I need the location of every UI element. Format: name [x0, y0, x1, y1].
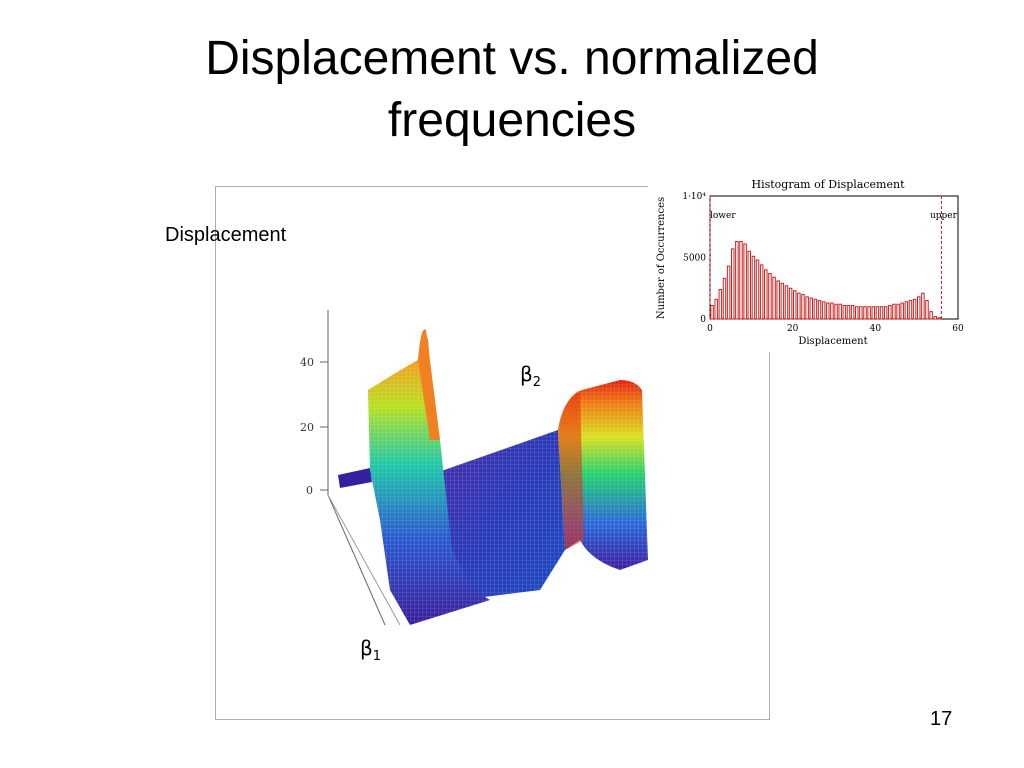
- histogram-bar: [883, 306, 888, 320]
- histogram-bar: [730, 248, 735, 320]
- z-tick-20: 20: [300, 421, 314, 434]
- histogram-title: Histogram of Displacement: [752, 178, 906, 191]
- title-line-2: frequencies: [387, 94, 637, 147]
- histogram-bar: [714, 298, 718, 320]
- histogram-bar: [863, 306, 867, 320]
- histogram-bar: [792, 290, 797, 320]
- title-line-1: Displacement vs. normalized: [205, 32, 819, 85]
- histogram-bar: [726, 265, 731, 320]
- histogram-bar: [755, 259, 760, 320]
- histogram-bar: [925, 300, 929, 320]
- histogram-bar: [751, 255, 756, 320]
- histogram-bar: [850, 304, 855, 320]
- histogram-bar: [739, 241, 743, 320]
- histogram-bar: [838, 303, 842, 320]
- histogram-x-tick: 20: [787, 324, 799, 334]
- histogram-bar: [747, 250, 752, 320]
- histogram-frame: [709, 195, 959, 320]
- histogram-bar: [842, 304, 847, 320]
- histogram-bar: [867, 306, 871, 320]
- histogram-bar: [904, 301, 909, 320]
- histogram-bar: [929, 311, 933, 320]
- left-peak: [418, 329, 440, 440]
- histogram-bar: [718, 288, 723, 320]
- histogram-y-label: Number of Occurrences: [656, 197, 667, 319]
- beta1-axis-back: [327, 494, 401, 626]
- histogram-bar: [854, 306, 859, 320]
- histogram-bar: [735, 241, 739, 320]
- beta2-label: β2: [520, 362, 542, 390]
- slide-title: Displacement vs. normalized frequencies: [0, 28, 1024, 152]
- histogram-bar: [759, 264, 764, 320]
- histogram-bar: [813, 298, 818, 320]
- histogram-bar: [937, 317, 942, 320]
- histogram-plot-area: [709, 195, 959, 320]
- beta1-axis: [327, 494, 386, 626]
- histogram-marker-label-upper: upper: [930, 211, 958, 221]
- surface-plot: 40 20 0: [300, 310, 648, 626]
- histogram-marker-label-lower: lower: [710, 211, 736, 221]
- z-tick-40: 40: [300, 356, 314, 369]
- histogram-bar: [776, 280, 780, 320]
- histogram-bar: [780, 282, 785, 320]
- histogram-bar: [710, 304, 714, 320]
- histogram-bar: [764, 269, 768, 320]
- histogram-bar: [743, 243, 747, 320]
- histogram-bar: [859, 306, 863, 320]
- histogram-bar: [846, 304, 851, 320]
- histogram-chart: Histogram of Displacement Number of Occu…: [648, 174, 968, 352]
- histogram-bar: [784, 285, 789, 320]
- histogram-x-tick: 0: [707, 324, 713, 334]
- histogram-bar: [896, 303, 900, 320]
- z-tick-0: 0: [306, 484, 313, 497]
- histogram-bar: [801, 293, 805, 320]
- histogram-bar: [826, 302, 830, 320]
- right-ridge-edge: [558, 392, 584, 550]
- histogram-bar: [921, 292, 925, 320]
- histogram-x-tick: 40: [870, 324, 882, 334]
- histogram-bar: [908, 300, 913, 320]
- surface-z-label: Displacement: [165, 224, 287, 246]
- histogram-bar: [768, 272, 772, 320]
- histogram-bar: [817, 300, 822, 320]
- histogram-y-tick: 5000: [683, 254, 706, 264]
- histogram-bar: [900, 302, 904, 320]
- histogram-bar: [912, 298, 917, 320]
- histogram-bar: [834, 303, 838, 320]
- histogram-bar: [772, 276, 776, 320]
- histogram-bar: [805, 296, 809, 320]
- histogram-bar: [888, 304, 892, 320]
- histogram-y-tick: 0: [700, 315, 706, 325]
- histogram-x-label: Displacement: [798, 336, 867, 347]
- histogram-bar: [821, 301, 826, 320]
- histogram-bar: [879, 306, 884, 320]
- histogram-bar: [916, 296, 921, 320]
- histogram-bar: [875, 306, 880, 320]
- histogram-bar: [797, 292, 801, 320]
- histogram-bar: [809, 297, 814, 320]
- histogram-bar: [830, 302, 834, 320]
- histogram-bar: [722, 277, 727, 320]
- histogram-bar: [871, 306, 876, 320]
- histogram-bar: [892, 303, 896, 320]
- histogram-y-tick: 1·10⁴: [682, 192, 706, 202]
- page-number: 17: [930, 708, 953, 730]
- beta1-label: β1: [360, 636, 382, 664]
- histogram-bar: [788, 287, 793, 320]
- histogram-bar: [933, 316, 938, 320]
- histogram-x-tick: 60: [952, 324, 964, 334]
- floor-back-left: [338, 468, 372, 488]
